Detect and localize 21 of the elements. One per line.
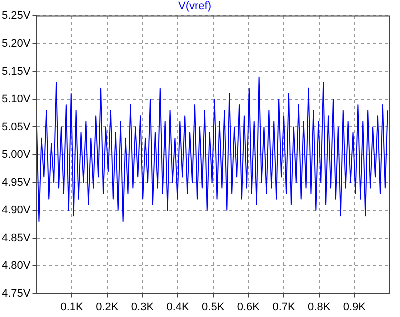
y-tick-label: 4.80V [2,260,32,272]
x-tick-label: 0.9K [343,301,367,314]
x-tick-label: 0.7K [272,301,296,314]
y-tick-label: 5.00V [2,149,32,162]
y-tick-label: 5.05V [2,121,32,134]
x-tick-label: 0.3K [131,301,155,314]
x-tick-label: 0.1K [60,301,84,314]
y-tick-label: 5.15V [2,66,32,78]
y-tick-label: 4.90V [2,204,32,217]
y-tick-label: 5.20V [2,38,32,50]
x-tick-label: 0.2K [96,301,120,314]
chart-title: V(vref) [178,0,212,13]
x-tick-label: 0.5K [202,301,226,314]
x-tick-label: 0.8K [308,301,332,314]
y-tick-label: 5.10V [2,94,32,106]
x-tick-label: 0.4K [166,301,190,314]
y-tick-label: 4.75V [2,288,32,300]
y-tick-label: 4.85V [2,232,32,244]
y-tick-label: 4.95V [2,176,32,189]
x-tick-label: 0.6K [237,301,261,314]
y-tick-label: 5.25V [2,10,32,22]
